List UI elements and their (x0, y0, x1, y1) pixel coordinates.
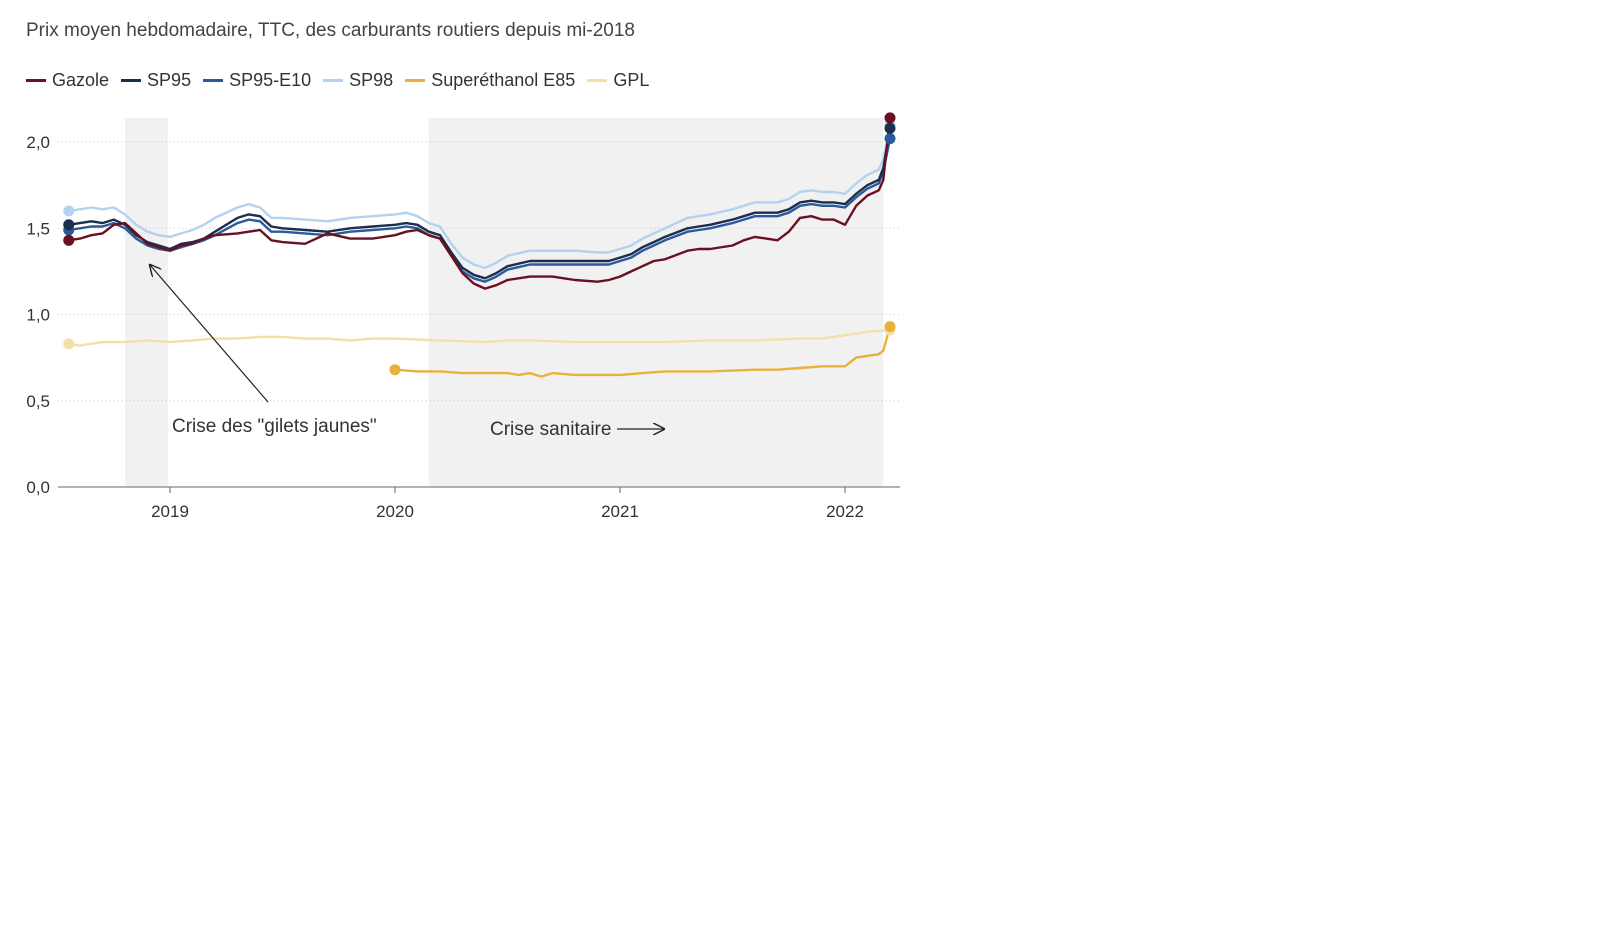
series-line-super-thanol-e85 (393, 325, 892, 378)
series-line-sp95 (67, 126, 892, 280)
series-point-gazole-end (884, 112, 896, 124)
legend-label-sp98: SP98 (349, 70, 394, 90)
gilets-jaunes-arrow (150, 265, 269, 403)
x-tick-label: 2019 (151, 502, 189, 521)
legend-swatch-sp95 (121, 79, 142, 82)
legend-label-sp95: SP95 (147, 70, 192, 90)
legend-label-gpl: GPL (613, 70, 650, 90)
legend-item-gazole: Gazole (26, 70, 109, 91)
legend-item-gpl: GPL (587, 70, 649, 91)
series-point-sp95-e10-end (884, 133, 896, 145)
annotation-gilets-jaunes: Crise des "gilets jaunes" (172, 416, 377, 437)
x-tick-label: 2022 (826, 502, 864, 521)
legend-item-sp98: SP98 (323, 70, 393, 91)
series-point-super-thanol-e85-end (884, 321, 896, 333)
y-tick-label: 2,0 (26, 133, 50, 152)
legend-swatch-sp95-e10 (203, 79, 224, 82)
legend-item-sp95-e10: SP95-E10 (203, 70, 311, 91)
shaded-period-gilets-jaunes (125, 118, 168, 487)
legend-swatch-gazole (26, 79, 46, 82)
series-point-gpl-start (63, 338, 75, 350)
series-line-gpl (67, 328, 892, 347)
series-point-super-thanol-e85-start (389, 364, 401, 376)
legend-swatch-e85 (405, 79, 426, 82)
x-tick-label: 2020 (376, 502, 414, 521)
legend-item-e85: Superéthanol E85 (405, 70, 575, 91)
x-tick-label: 2021 (601, 502, 639, 521)
series-point-gazole-start (63, 234, 75, 246)
y-tick-label: 0,0 (26, 478, 50, 497)
chart-title: Prix moyen hebdomadaire, TTC, des carbur… (26, 20, 635, 41)
series-point-sp95-start (63, 219, 75, 231)
series-line-gazole (67, 116, 892, 290)
y-tick-label: 0,5 (26, 392, 50, 411)
y-tick-label: 1,0 (26, 306, 50, 325)
legend-label-gazole: Gazole (52, 70, 110, 90)
chart-legend: Gazole SP95 SP95-E10 SP98 Superéthanol E… (26, 70, 661, 91)
series-line-sp98 (67, 123, 892, 270)
legend-label-e85: Superéthanol E85 (431, 70, 576, 90)
annotation-crise-sanitaire: Crise sanitaire (490, 419, 611, 440)
legend-swatch-sp98 (323, 79, 344, 82)
legend-item-sp95: SP95 (121, 70, 191, 91)
series-point-sp98-start (63, 205, 75, 217)
legend-swatch-gpl (587, 79, 608, 82)
y-tick-label: 1,5 (26, 219, 50, 238)
series-point-sp95-end (884, 122, 896, 134)
legend-label-sp95-e10: SP95-E10 (229, 70, 312, 90)
